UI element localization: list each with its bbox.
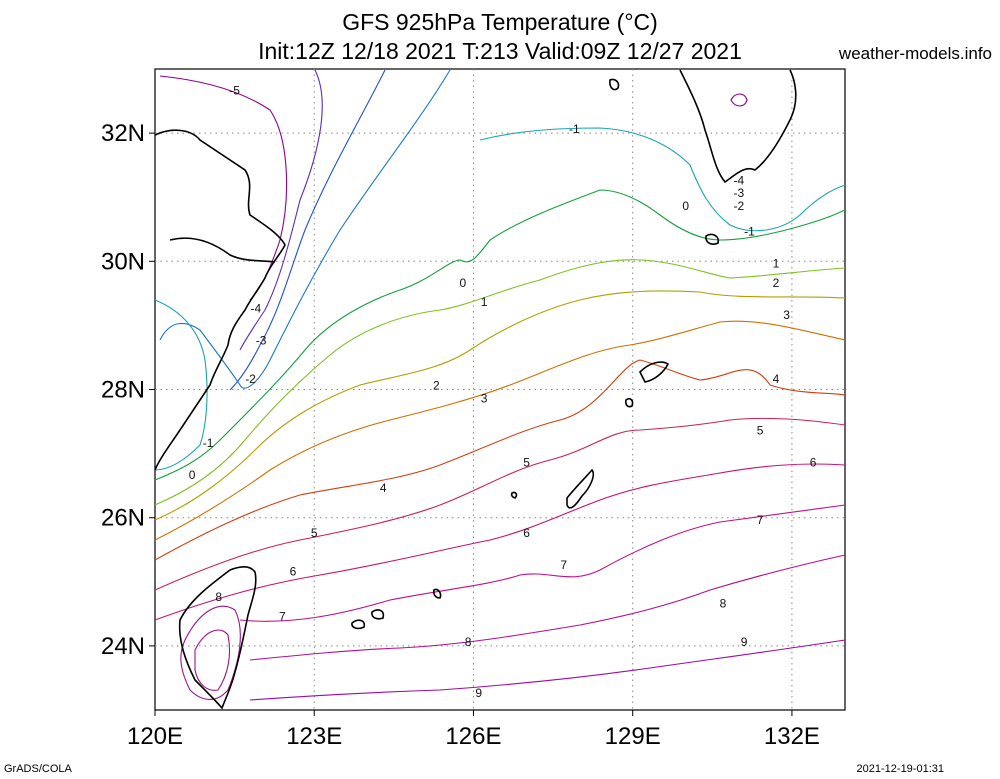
contour-value-label: -3 [734,186,745,200]
contour-value-label: 3 [481,391,488,405]
y-tick-label: 28N [101,377,145,404]
coastline-kyushu [679,69,797,184]
contour-kyushu-ring [730,93,748,107]
contour-value-label: 5 [523,455,530,469]
coastline-ryukyu-small-2 [510,491,518,499]
contour-two [154,290,846,521]
y-tick-label: 32N [101,120,145,147]
contour-value-label: 4 [773,372,780,386]
coastlines [154,69,797,710]
contour-value-label: 8 [215,590,222,604]
map-frame [154,68,846,711]
contour-value-label: 8 [465,635,472,649]
contour-five [154,417,846,591]
contour-value-label: -1 [203,436,214,450]
x-tick-label: 123E [286,723,342,750]
y-tick-label: 26N [101,505,145,532]
contour-value-label: 6 [290,564,297,578]
contour-value-label: 2 [773,276,780,290]
coastline-ishigaki [351,619,366,630]
contour-value-label: 2 [433,379,440,393]
contour-zero-west [154,189,846,481]
coastline-okinawa [566,468,595,509]
contour-value-label: 6 [810,455,817,469]
contour-value-label: -2 [245,372,256,386]
contour-labels: -5-4-3-2-10-1012345678567890-1-2-3-41234… [189,84,817,701]
coastline-miyako [433,588,442,599]
contour-four [154,359,846,561]
contour-three [154,320,846,541]
x-axis-ticks: 120E 123E 126E 129E 132E [127,710,820,750]
contour-value-label: 6 [523,526,530,540]
x-tick-label: 126E [445,723,501,750]
coastline-taiwan [178,566,257,710]
contour-taiwan-inner [194,629,231,691]
contour-value-label: 3 [783,308,790,322]
contour-value-label: 0 [460,276,467,290]
contour-value-label: 9 [741,635,748,649]
contour-value-label: 0 [189,468,196,482]
contour-value-label: -4 [251,302,262,316]
contour-minus3 [229,69,386,391]
coastline-shanghai [169,237,276,263]
y-axis-ticks: 24N 26N 28N 30N 32N [101,120,155,660]
coastline-amami [639,361,670,383]
contour-value-label: 7 [279,609,286,623]
contour-seven [239,504,846,622]
map-grid [155,69,845,710]
contour-value-label: 9 [475,686,482,700]
contour-value-label: 8 [720,596,727,610]
coastline-tanegashima [705,233,720,245]
contour-eight [249,554,846,661]
contour-value-label: 4 [380,481,387,495]
coastline-ryukyu-small-1 [625,398,634,408]
contour-nine [249,639,846,701]
contour-minus4 [239,69,323,351]
contour-value-label: 7 [560,558,567,572]
x-tick-label: 132E [764,723,820,750]
contour-value-label: -1 [569,122,580,136]
footer-timestamp: 2021-12-19-01:31 [856,763,944,775]
map-subtitle: Init:12Z 12/18 2021 T:213 Valid:09Z 12/2… [258,38,742,64]
contour-value-label: -2 [734,199,745,213]
contour-value-label: 7 [757,513,764,527]
contour-minus1-west [154,299,208,471]
contour-value-label: 5 [757,423,764,437]
contour-value-label: 1 [773,257,780,271]
y-tick-label: 30N [101,248,145,275]
contour-value-label: -4 [734,173,745,187]
coastline-china [154,129,286,471]
site-credit: weather-models.info [838,44,992,63]
x-tick-label: 129E [605,723,661,750]
contour-one [154,259,846,506]
coastline-korea [609,78,620,91]
footer-software: GrADS/COLA [4,763,72,775]
contour-value-label: 5 [311,526,318,540]
contour-value-label: -3 [256,334,267,348]
y-tick-label: 24N [101,633,145,660]
contour-minus2 [159,69,451,389]
x-tick-label: 120E [127,723,183,750]
contour-value-label: 0 [682,199,689,213]
contour-six [154,463,846,621]
contour-minus1-north [479,127,846,232]
contour-value-label: -5 [229,84,240,98]
contour-value-label: 1 [481,295,488,309]
contour-taiwan-core [180,605,241,700]
contour-value-label: -1 [744,225,755,239]
coastline-iriomote [371,609,385,620]
map-title: GFS 925hPa Temperature (°C) [342,9,658,35]
